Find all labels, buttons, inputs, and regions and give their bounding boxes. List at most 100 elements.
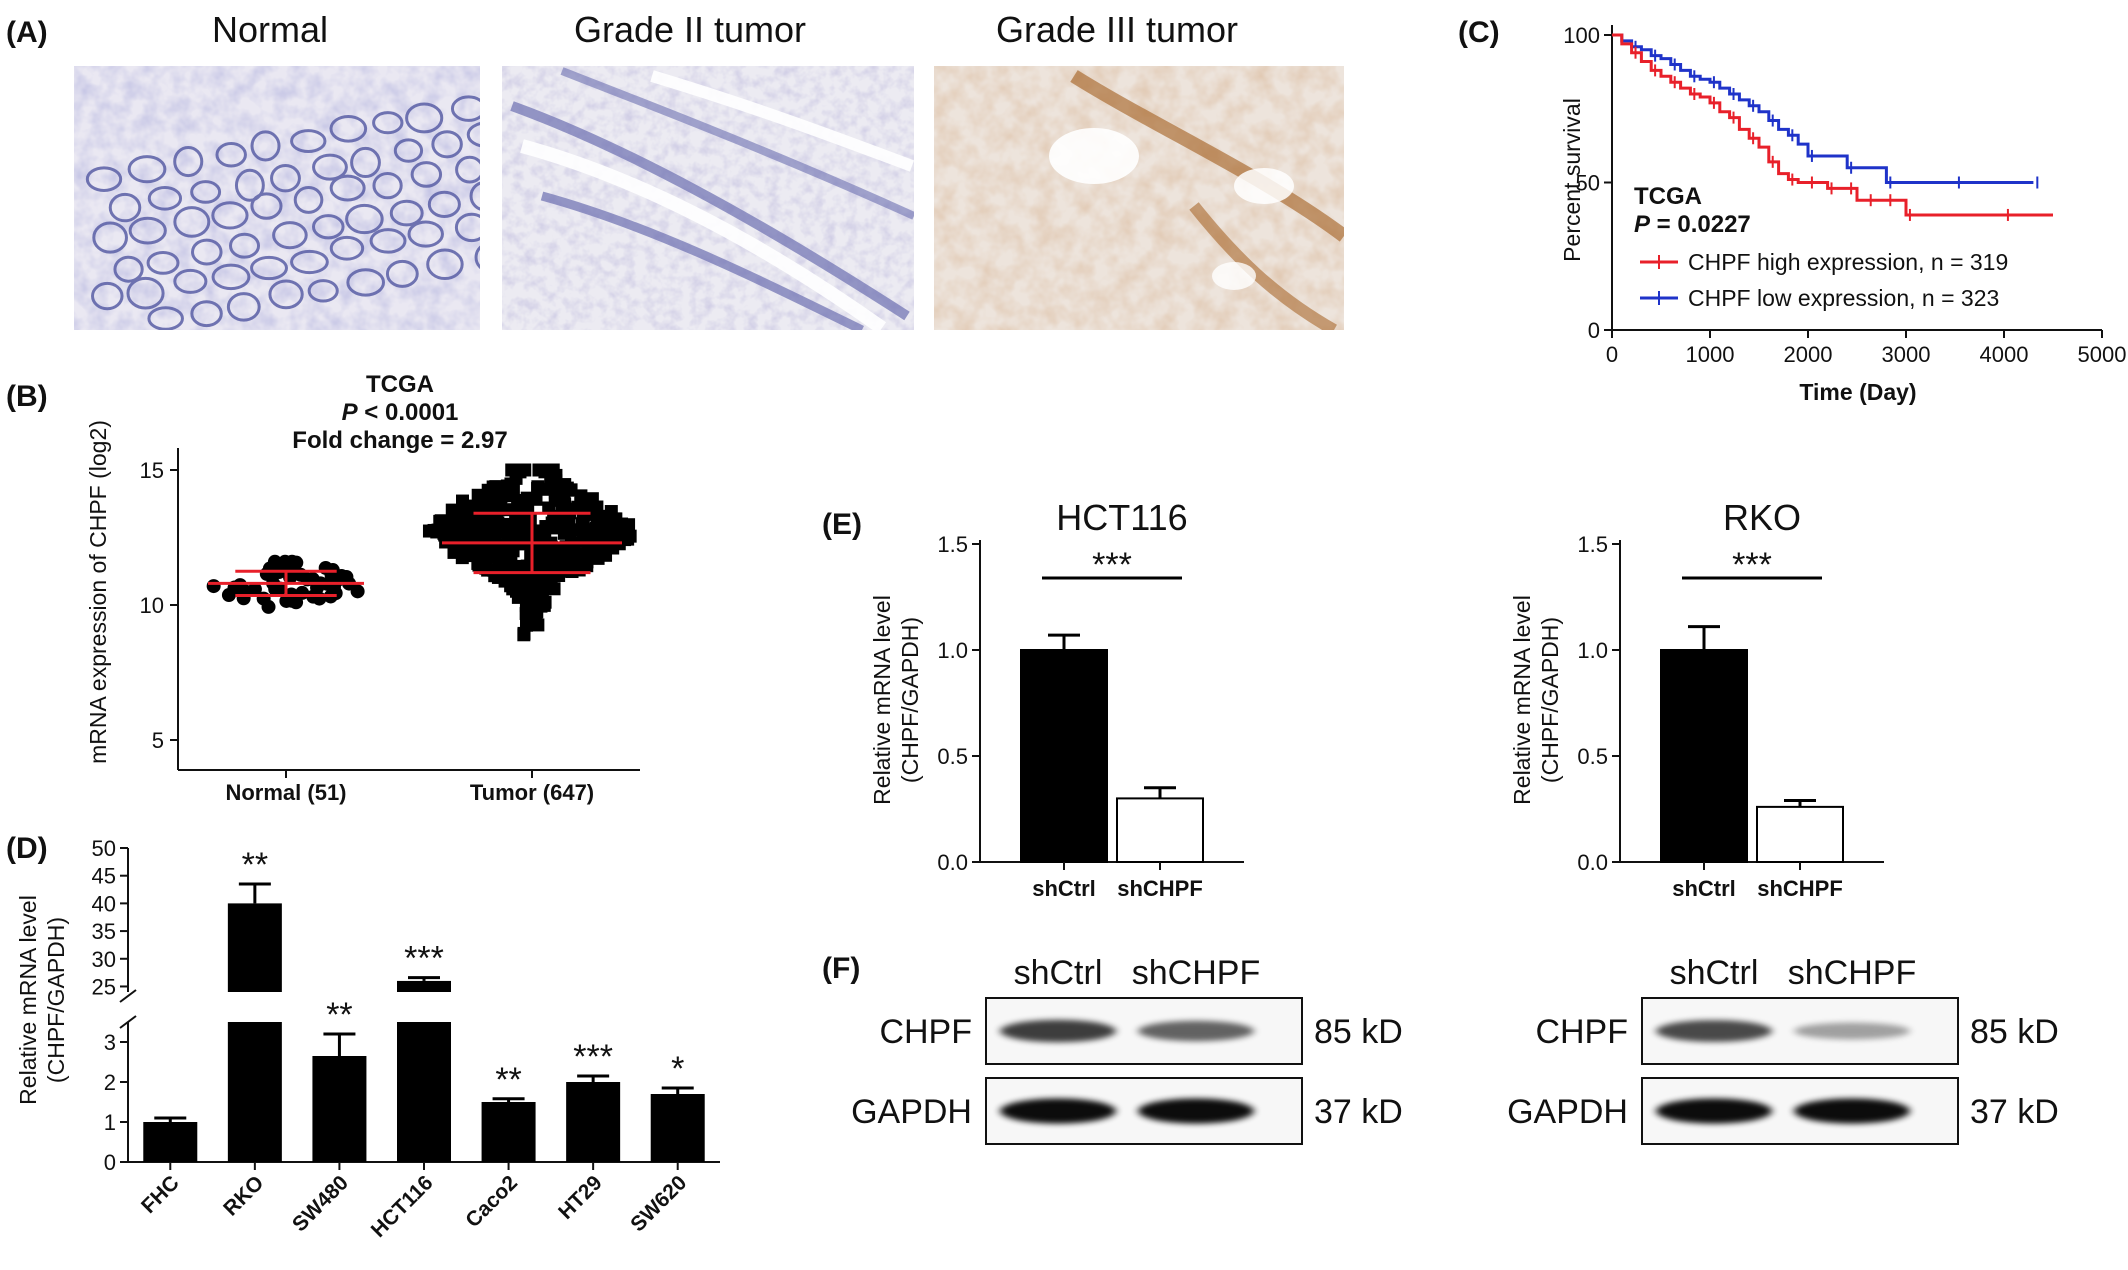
crypt-shape [147, 306, 184, 330]
panel-a: (A) Normal Grade II tumor Grade III tumo… [6, 9, 1344, 330]
y-tick-label-c: 50 [1576, 171, 1600, 196]
bar-sw480 [312, 1056, 367, 1162]
data-point-tumor [504, 579, 518, 593]
crypt-shape [431, 130, 463, 159]
y-axis-label-d-line1: Relative mRNA level [15, 895, 41, 1105]
data-point-tumor [455, 551, 469, 565]
data-point-tumor [609, 512, 623, 526]
crypt-shape [346, 268, 385, 297]
data-point-tumor [462, 508, 476, 522]
data-point-tumor [538, 465, 552, 479]
crypt-shape [268, 279, 304, 310]
blot-band [1656, 1020, 1772, 1042]
blot-protein-label: CHPF [879, 1013, 972, 1051]
crypt-shape [146, 250, 180, 275]
y-axis-label-e1-line1: Relative mRNA level [869, 595, 895, 805]
data-point-tumor [518, 463, 532, 477]
data-point-tumor [571, 556, 585, 570]
significance-mark: ** [326, 996, 352, 1034]
blot-protein-label: CHPF [1535, 1013, 1628, 1051]
crypt-shape [410, 161, 443, 188]
y-tick-label-b: 10 [140, 593, 164, 618]
panel-label-b: (B) [6, 380, 48, 413]
data-point-normal [324, 567, 339, 582]
data-point-tumor [517, 626, 531, 640]
data-point-normal [272, 581, 287, 596]
panel-c: (C) Percent survival Time (Day) TCGA P =… [1458, 16, 2126, 405]
data-point-tumor [529, 492, 543, 506]
panel-label-e: (E) [822, 508, 862, 541]
blot-band [1000, 1098, 1116, 1124]
x-tick-label-c: 4000 [1980, 342, 2029, 367]
x-tick-label-d: FHC [137, 1171, 184, 1218]
crypt-shape [228, 232, 261, 259]
panel-e: (E) Relative mRNA level (CHPF/GAPDH) Rel… [822, 497, 1884, 901]
y-tick-label-c: 100 [1563, 23, 1600, 48]
chart-b: 5 10 15 Normal (51) Tumor (647) [140, 448, 640, 805]
crypt-shape [369, 228, 407, 254]
data-point-tumor [433, 514, 447, 528]
stat-p-c: P = 0.0227 [1634, 211, 1751, 238]
blot-band [1138, 1020, 1254, 1042]
crypt-shape [173, 145, 204, 178]
crypt-shape [312, 153, 348, 181]
x-tick-label-e: shCHPF [1117, 876, 1203, 901]
bar-sw620 [650, 1094, 705, 1162]
x-tick-label-c: 0 [1606, 342, 1618, 367]
image-title-grade3: Grade III tumor [996, 9, 1238, 50]
y-axis-label-d-line2: (CHPF/GAPDH) [43, 917, 69, 1083]
x-tick-label-d: HT29 [554, 1171, 607, 1224]
y-tick-label-e: 1.0 [937, 638, 968, 663]
panel-label-d: (D) [6, 832, 48, 865]
significance-mark: *** [1092, 546, 1132, 584]
bar-rko-upper [227, 903, 282, 992]
crypt-shape [455, 155, 480, 184]
x-tick-label-d: SW480 [288, 1171, 353, 1236]
y-tick-label-e: 1.5 [937, 532, 968, 557]
y-axis-label-e2-line2: (CHPF/GAPDH) [1537, 617, 1563, 783]
survival-curve-high [1612, 33, 2053, 217]
bar-shchpf [1116, 797, 1204, 864]
bar-caco2 [481, 1102, 536, 1162]
significance-mark: *** [1732, 546, 1772, 584]
data-point-tumor [511, 494, 525, 508]
x-axis-label-c: Time (Day) [1799, 379, 1916, 405]
significance-mark: ** [242, 846, 268, 884]
histology-image-normal [74, 66, 480, 330]
crypt-shape [426, 248, 464, 281]
y-tick-label-d: 3 [104, 1030, 116, 1055]
y-tick-label-d: 40 [92, 891, 116, 916]
bar-hct116-lower [397, 1022, 451, 1162]
crypt-shape [407, 220, 444, 248]
bar-fhc [143, 1122, 198, 1162]
blot-lane-label: shCHPF [1788, 954, 1916, 992]
histology-image-grade3 [934, 66, 1344, 330]
crypt-shape [211, 263, 251, 291]
data-point-tumor [563, 524, 577, 538]
panel-d: (D) Relative mRNA level (CHPF/GAPDH) 0 1 2… [6, 832, 720, 1242]
data-point-normal [279, 593, 294, 608]
y-tick-label-d: 0 [104, 1150, 116, 1175]
data-point-tumor [446, 515, 460, 529]
data-point-tumor [523, 593, 537, 607]
chart-d: 0123253035404550FHC**RKO**SW480***HCT116… [92, 836, 720, 1242]
crypt-shape [474, 245, 480, 270]
crypt-shape [307, 279, 339, 303]
panel-label-c: (C) [1458, 16, 1500, 49]
y-tick-label-b: 5 [152, 728, 164, 753]
crypt-shape [270, 163, 301, 193]
x-tick-label-c: 3000 [1882, 342, 1931, 367]
crypt-shape [454, 212, 480, 243]
chart-title: RKO [1723, 497, 1801, 538]
crypt-shape [250, 192, 283, 220]
crypt-shape [329, 174, 366, 202]
significance-mark: *** [404, 940, 444, 978]
crypt-shape [427, 190, 461, 218]
crypt-shape [127, 155, 167, 184]
data-point-tumor [576, 512, 590, 526]
data-point-tumor [514, 578, 528, 592]
data-point-tumor [445, 503, 459, 517]
data-point-tumor [459, 538, 473, 552]
crypt-shape [190, 180, 222, 204]
